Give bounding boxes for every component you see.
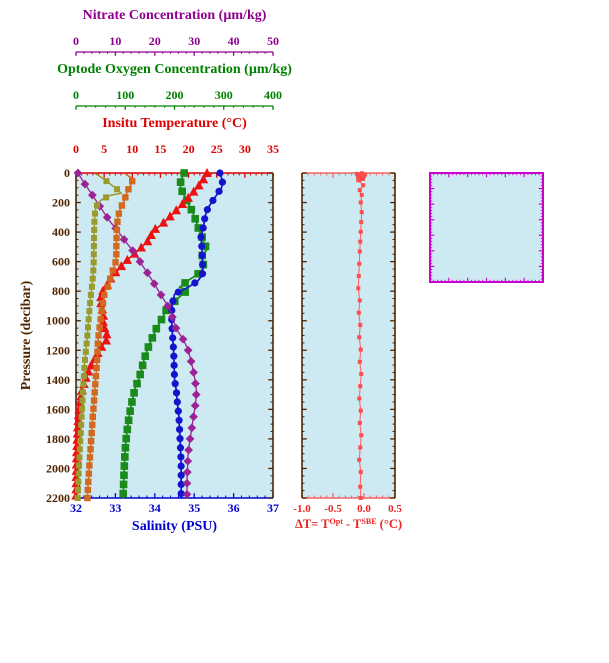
svg-text:400: 400: [52, 225, 70, 239]
svg-text:Salinity (PSU): Salinity (PSU): [132, 519, 218, 534]
svg-text:0: 0: [73, 34, 79, 48]
svg-text:25: 25: [211, 142, 223, 156]
svg-text:1600: 1600: [46, 402, 70, 416]
svg-text:33: 33: [109, 501, 121, 515]
svg-text:-1.0: -1.0: [293, 503, 311, 515]
svg-text:30: 30: [188, 34, 200, 48]
svg-text:32: 32: [70, 501, 82, 515]
svg-text:35: 35: [188, 501, 200, 515]
svg-text:800: 800: [52, 284, 70, 298]
svg-text:Nitrate Concentration (µm/kg): Nitrate Concentration (µm/kg): [83, 8, 267, 23]
svg-text:20: 20: [149, 34, 161, 48]
svg-text:1400: 1400: [46, 373, 70, 387]
svg-text:36: 36: [228, 501, 240, 515]
svg-text:40: 40: [228, 34, 240, 48]
svg-text:100: 100: [116, 88, 134, 102]
svg-text:1000: 1000: [46, 314, 70, 328]
svg-text:37: 37: [267, 501, 279, 515]
svg-text:0: 0: [73, 142, 79, 156]
svg-text:34: 34: [149, 501, 161, 515]
svg-text:10: 10: [109, 34, 121, 48]
svg-text:35: 35: [267, 142, 279, 156]
svg-text:0.0: 0.0: [357, 503, 371, 515]
svg-text:20: 20: [183, 142, 195, 156]
svg-text:1800: 1800: [46, 432, 70, 446]
svg-text:200: 200: [166, 88, 184, 102]
svg-text:2000: 2000: [46, 462, 70, 476]
svg-text:15: 15: [154, 142, 166, 156]
svg-text:5: 5: [101, 142, 107, 156]
svg-text:Insitu Temperature (°C): Insitu Temperature (°C): [102, 116, 247, 131]
svg-text:0: 0: [64, 166, 70, 180]
svg-text:300: 300: [215, 88, 233, 102]
svg-text:0: 0: [73, 88, 79, 102]
svg-text:-0.5: -0.5: [324, 503, 342, 515]
svg-text:Pressure (decibar): Pressure (decibar): [19, 280, 34, 390]
svg-text:50: 50: [267, 34, 279, 48]
svg-text:ΔT= TOpt - TSBE (°C): ΔT= TOpt - TSBE (°C): [295, 517, 402, 532]
svg-text:1200: 1200: [46, 343, 70, 357]
svg-text:0.5: 0.5: [388, 503, 402, 515]
svg-text:600: 600: [52, 255, 70, 269]
svg-text:400: 400: [264, 88, 282, 102]
svg-text:200: 200: [52, 196, 70, 210]
svg-text:Optode Oxygen Concentration (µ: Optode Oxygen Concentration (µm/kg): [57, 62, 292, 77]
svg-text:30: 30: [239, 142, 251, 156]
svg-text:2200: 2200: [46, 491, 70, 505]
svg-text:10: 10: [126, 142, 138, 156]
